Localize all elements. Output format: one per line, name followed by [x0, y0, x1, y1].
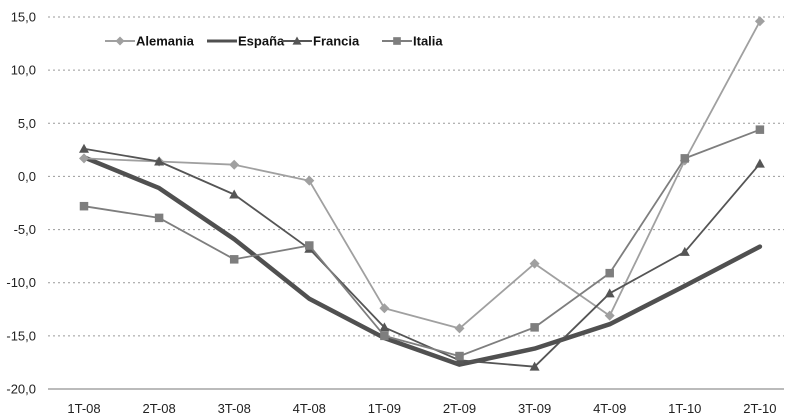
data-point [530, 323, 539, 332]
data-point [79, 201, 89, 211]
legend-label: Italia [413, 34, 443, 49]
series-lines [79, 16, 765, 371]
data-point [79, 143, 89, 153]
y-tick-label: 5,0 [18, 116, 36, 131]
data-point [455, 351, 464, 361]
x-tick-label: 1T-10 [668, 401, 701, 416]
y-tick-label: -20,0 [6, 382, 36, 397]
data-point [229, 159, 240, 170]
series-francia [79, 143, 765, 371]
x-tick-label: 2T-09 [443, 401, 476, 416]
data-point [755, 125, 765, 134]
data-point [605, 268, 614, 278]
series-line [83, 128, 761, 358]
data-point [154, 213, 164, 223]
legend-entry-francia: Francia [282, 34, 360, 49]
x-tick-label: 3T-08 [218, 401, 251, 416]
legend-entry-españa: España [207, 34, 285, 49]
data-point [229, 255, 239, 264]
series-line [83, 20, 761, 330]
data-point [680, 154, 690, 163]
x-tick-label: 4T-08 [293, 401, 326, 416]
data-point [604, 310, 615, 321]
data-point [393, 37, 401, 45]
y-axis: 15,0 10,0 5,0 0,0 -5,0 -10,0 -15,0 -20,0 [6, 10, 36, 397]
data-point [454, 323, 465, 334]
x-tick-label: 2T-08 [142, 401, 175, 416]
data-point [379, 322, 390, 332]
legend-entry-italia: Italia [382, 34, 443, 49]
x-tick-label: 1T-09 [368, 401, 401, 416]
data-point [305, 241, 314, 250]
series-alemania [79, 16, 765, 334]
data-point [379, 303, 390, 314]
series-italia [79, 125, 765, 361]
data-point [115, 36, 125, 46]
x-tick-label: 4T-09 [593, 401, 626, 416]
y-tick-label: -10,0 [6, 275, 36, 290]
data-point [754, 158, 765, 168]
data-point [154, 156, 165, 166]
y-tick-label: 15,0 [11, 10, 36, 25]
series-line [81, 155, 763, 367]
x-tick-label: 2T-10 [743, 401, 776, 416]
y-tick-label: 0,0 [18, 169, 36, 184]
x-tick-label: 1T-08 [67, 401, 100, 416]
data-point [229, 189, 240, 199]
data-point [529, 258, 540, 269]
x-axis: 1T-08 2T-08 3T-08 4T-08 1T-09 2T-09 3T-09 4T-09… [48, 388, 784, 416]
data-point [604, 288, 615, 298]
data-point [679, 246, 690, 256]
data-point [79, 153, 89, 164]
legend-entry-alemania: Alemania [105, 34, 195, 49]
legend-label: Francia [313, 34, 360, 49]
legend-label: Alemania [136, 34, 195, 49]
data-point [380, 331, 389, 341]
x-tick-label: 3T-09 [518, 401, 551, 416]
series-line [83, 147, 761, 368]
legend-label: España [238, 34, 285, 49]
data-point [529, 361, 540, 371]
series-españa [81, 155, 763, 367]
data-point [754, 16, 765, 27]
data-point [292, 36, 302, 45]
y-tick-label: 10,0 [11, 63, 36, 78]
y-tick-label: -15,0 [6, 328, 36, 343]
data-point [304, 175, 315, 186]
legend: Alemania España Francia Italia [105, 34, 443, 49]
y-tick-label: -5,0 [14, 222, 36, 237]
